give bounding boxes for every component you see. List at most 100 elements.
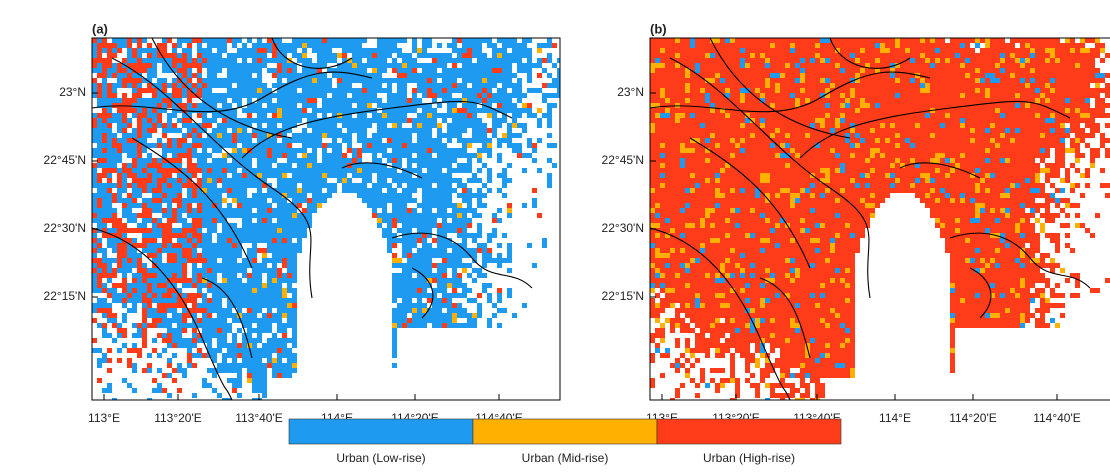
urban-pixel — [357, 53, 362, 58]
urban-pixel — [197, 218, 202, 223]
urban-pixel — [432, 313, 437, 318]
urban-pixel — [122, 163, 127, 168]
urban-pixel — [710, 118, 715, 123]
urban-pixel — [352, 58, 357, 63]
urban-pixel — [537, 58, 542, 63]
urban-pixel — [152, 318, 157, 323]
urban-pixel — [665, 53, 670, 58]
urban-pixel — [685, 373, 690, 378]
urban-pixel — [272, 253, 277, 258]
urban-pixel — [447, 228, 452, 233]
urban-pixel — [172, 253, 177, 258]
urban-pixel — [427, 83, 432, 88]
urban-pixel — [497, 118, 502, 123]
urban-pixel — [537, 213, 542, 218]
urban-pixel — [157, 258, 162, 263]
urban-pixel — [670, 218, 675, 223]
urban-pixel — [157, 173, 162, 178]
urban-pixel — [372, 58, 377, 63]
urban-pixel — [282, 153, 287, 158]
urban-pixel — [162, 183, 167, 188]
urban-pixel — [92, 48, 97, 53]
urban-pixel — [487, 248, 492, 253]
urban-pixel — [117, 258, 122, 263]
urban-pixel — [142, 68, 147, 73]
urban-pixel — [452, 213, 457, 218]
urban-pixel — [695, 308, 700, 313]
urban-pixel — [715, 148, 720, 153]
urban-pixel — [327, 173, 332, 178]
urban-pixel — [122, 253, 127, 258]
urban-pixel — [502, 88, 507, 93]
urban-pixel — [182, 338, 187, 343]
urban-pixel — [122, 138, 127, 143]
urban-pixel — [227, 78, 232, 83]
urban-pixel — [442, 73, 447, 78]
urban-pixel — [267, 308, 272, 313]
urban-pixel — [152, 238, 157, 243]
urban-pixel — [277, 178, 282, 183]
urban-pixel — [232, 263, 237, 268]
urban-pixel — [182, 138, 187, 143]
urban-pixel — [655, 138, 660, 143]
urban-pixel — [252, 203, 257, 208]
urban-pixel — [467, 43, 472, 48]
urban-pixel — [272, 208, 277, 213]
urban-pixel — [147, 313, 152, 318]
urban-pixel — [442, 273, 447, 278]
urban-pixel — [287, 108, 292, 113]
urban-pixel — [665, 158, 670, 163]
urban-pixel — [337, 108, 342, 113]
urban-pixel — [232, 98, 237, 103]
urban-pixel — [412, 308, 417, 313]
urban-pixel — [147, 58, 152, 63]
urban-pixel — [665, 268, 670, 273]
urban-pixel — [132, 258, 137, 263]
urban-pixel — [322, 88, 327, 93]
urban-pixel — [660, 68, 665, 73]
urban-pixel — [122, 288, 127, 293]
urban-pixel — [222, 183, 227, 188]
urban-pixel — [312, 43, 317, 48]
urban-pixel — [267, 163, 272, 168]
urban-pixel — [152, 378, 157, 383]
urban-pixel — [352, 63, 357, 68]
urban-pixel — [547, 143, 552, 148]
urban-pixel — [362, 148, 367, 153]
urban-pixel — [157, 103, 162, 108]
urban-pixel — [462, 268, 467, 273]
urban-pixel — [232, 193, 237, 198]
urban-pixel — [202, 183, 207, 188]
urban-pixel — [665, 38, 670, 43]
urban-pixel — [152, 173, 157, 178]
urban-pixel — [112, 258, 117, 263]
urban-pixel — [312, 63, 317, 68]
urban-pixel — [107, 198, 112, 203]
urban-pixel — [307, 38, 312, 43]
urban-pixel — [337, 118, 342, 123]
urban-pixel — [710, 138, 715, 143]
urban-pixel — [97, 303, 102, 308]
urban-pixel — [472, 123, 477, 128]
urban-pixel — [292, 208, 297, 213]
urban-pixel — [117, 268, 122, 273]
urban-pixel — [452, 208, 457, 213]
urban-pixel — [192, 143, 197, 148]
urban-pixel — [337, 73, 342, 78]
urban-pixel — [257, 318, 262, 323]
urban-pixel — [177, 188, 182, 193]
urban-pixel — [690, 73, 695, 78]
urban-pixel — [377, 143, 382, 148]
urban-pixel — [695, 253, 700, 258]
urban-pixel — [222, 128, 227, 133]
urban-pixel — [152, 68, 157, 73]
urban-pixel — [482, 163, 487, 168]
urban-pixel — [472, 278, 477, 283]
urban-pixel — [482, 73, 487, 78]
urban-pixel — [477, 293, 482, 298]
urban-pixel — [282, 73, 287, 78]
urban-pixel — [307, 103, 312, 108]
urban-pixel — [127, 258, 132, 263]
urban-pixel — [427, 93, 432, 98]
urban-pixel — [337, 173, 342, 178]
